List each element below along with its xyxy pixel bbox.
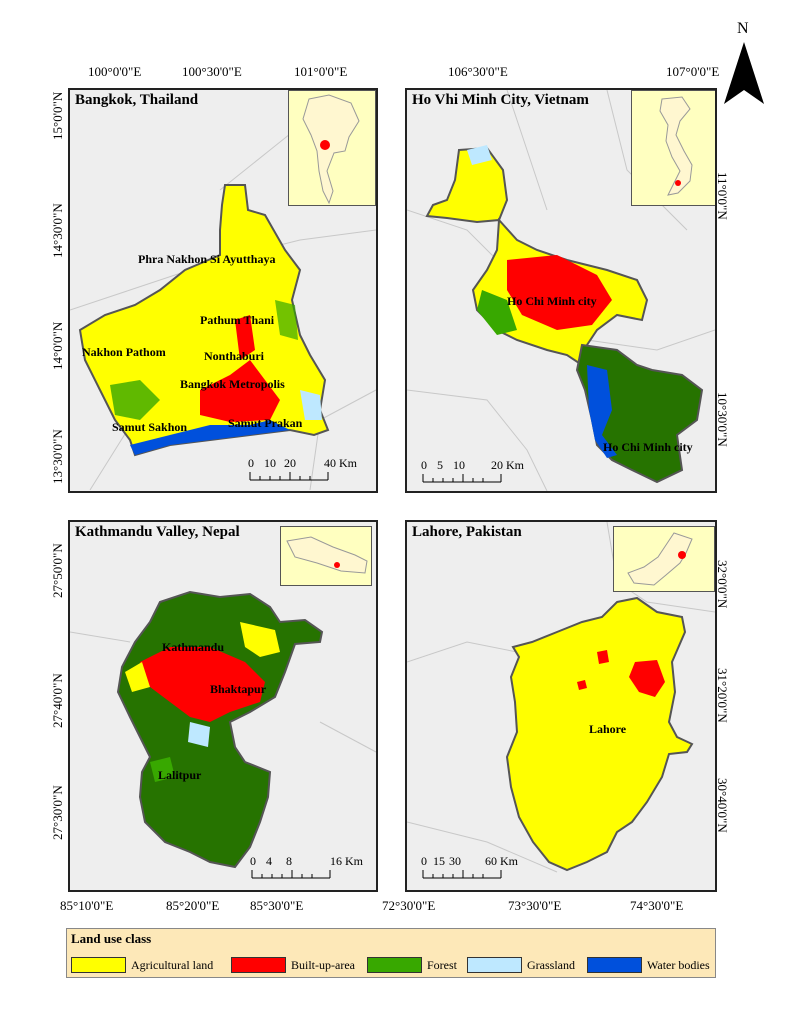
bangkok-left-coord-4: 13°30'0"N xyxy=(50,429,65,484)
hcmc-top-coord-1: 106°30'0"E xyxy=(448,64,508,79)
scale-label: 15 xyxy=(433,854,445,868)
kathmandu-inset-map xyxy=(280,526,372,586)
legend-label: Water bodies xyxy=(647,958,710,972)
place-label: Bhaktapur xyxy=(210,682,267,696)
scale-label: 4 xyxy=(266,854,272,868)
place-label: Ho Chi Minh city xyxy=(603,440,693,454)
place-label: Bangkok Metropolis xyxy=(180,377,285,391)
legend-label: Forest xyxy=(427,958,457,972)
pakistan-inset-shape xyxy=(627,532,693,586)
kathmandu-map-panel: Kathmandu Valley, Nepal Kathmandu Bhakta… xyxy=(68,520,378,892)
kathmandu-scale-bar: 0 4 8 16 Km xyxy=(250,854,363,884)
bangkok-map xyxy=(70,109,376,491)
legend: Land use class Agricultural land Built-u… xyxy=(66,928,716,978)
lahore-inset-map xyxy=(613,526,715,592)
kathmandu-title: Kathmandu Valley, Nepal xyxy=(75,524,240,540)
scale-ruler xyxy=(249,472,329,481)
scale-label: 16 Km xyxy=(330,854,363,868)
hcmc-inset-map xyxy=(631,90,715,206)
lahore-bottom-coord-2: 73°30'0"E xyxy=(508,898,562,913)
kathmandu-bottom-coord-3: 85°30'0"E xyxy=(250,898,304,913)
scale-label: 30 xyxy=(449,854,461,868)
bangkok-top-coord-3: 101°0'0"E xyxy=(294,64,348,79)
bangkok-scale-bar: 0 10 20 40 Km xyxy=(248,456,357,486)
lahore-scale-bar: 0 15 30 60 Km xyxy=(421,854,521,884)
kathmandu-left-coord-3: 27°30'0"N xyxy=(50,785,65,840)
bangkok-inset-map xyxy=(288,90,376,206)
legend-label: Grassland xyxy=(527,958,575,972)
place-label: Samut Prakan xyxy=(228,416,303,430)
scale-ruler xyxy=(422,474,502,483)
legend-swatch xyxy=(587,957,642,973)
bangkok-top-coord-2: 100°30'0"E xyxy=(182,64,242,79)
place-label: Phra Nakhon Si Ayutthaya xyxy=(138,252,276,266)
lahore-title: Lahore, Pakistan xyxy=(412,524,522,540)
kathmandu-left-coord-1: 27°50'0"N xyxy=(50,543,65,598)
hcmc-scale-bar: 0 5 10 20 Km xyxy=(421,458,524,488)
vietnam-inset-shape xyxy=(659,96,693,196)
place-label: Ho Chi Minh city xyxy=(507,294,597,308)
scale-label: 10 xyxy=(264,456,276,470)
bangkok-left-coord-3: 14°0'0"N xyxy=(50,321,65,370)
bangkok-left-coord-2: 14°30'0"N xyxy=(50,203,65,258)
lahore-bottom-coord-3: 74°30'0"E xyxy=(630,898,684,913)
place-label: Lahore xyxy=(589,722,627,736)
bangkok-left-coord-1: 15°0'0"N xyxy=(50,91,65,140)
scale-label: 20 Km xyxy=(491,458,524,472)
place-label: Nakhon Pathom xyxy=(82,345,166,359)
legend-title: Land use class xyxy=(71,931,152,946)
place-label: Nonthaburi xyxy=(204,349,265,363)
legend-swatch xyxy=(231,957,286,973)
scale-label: 40 Km xyxy=(324,456,357,470)
thailand-inset-shape xyxy=(302,94,360,205)
legend-swatch xyxy=(467,957,522,973)
lahore-map-panel: Lahore, Pakistan Lahore 0 15 30 60 Km xyxy=(405,520,717,892)
bangkok-map-panel: Bangkok, Thailand Phra Nakhon Si Ayuttha… xyxy=(68,88,378,493)
scale-label: 0 xyxy=(248,456,254,470)
bangkok-title: Bangkok, Thailand xyxy=(75,92,199,108)
place-label: Kathmandu xyxy=(162,640,225,654)
scale-label: 10 xyxy=(453,458,465,472)
legend-label: Agricultural land xyxy=(131,958,214,972)
kathmandu-bottom-coord-2: 85°20'0"E xyxy=(166,898,220,913)
place-label: Pathum Thani xyxy=(200,313,275,327)
scale-label: 60 Km xyxy=(485,854,518,868)
kathmandu-bottom-coord-1: 85°10'0"E xyxy=(60,898,114,913)
kathmandu-map xyxy=(70,590,376,869)
legend-swatch xyxy=(367,957,422,973)
north-arrow: N xyxy=(724,20,764,110)
north-label: N xyxy=(737,20,749,37)
place-label: Lalitpur xyxy=(158,768,202,782)
scale-label: 20 xyxy=(284,456,296,470)
nepal-inset-shape xyxy=(286,536,368,574)
scale-label: 0 xyxy=(250,854,256,868)
north-arrow-icon xyxy=(724,42,764,104)
hcmc-top-coord-2: 107°0'0"E xyxy=(666,64,720,79)
scale-ruler xyxy=(251,870,331,879)
scale-label: 5 xyxy=(437,458,443,472)
bangkok-top-coord-1: 100°0'0"E xyxy=(88,64,142,79)
legend-swatch xyxy=(71,957,126,973)
lahore-bottom-coord-1: 72°30'0"E xyxy=(382,898,436,913)
lahore-map xyxy=(407,522,715,873)
legend-label: Built-up-area xyxy=(291,958,355,972)
kathmandu-left-coord-2: 27°40'0"N xyxy=(50,673,65,728)
scale-label: 0 xyxy=(421,854,427,868)
hcmc-map xyxy=(407,90,715,491)
hcmc-title: Ho Vhi Minh City, Vietnam xyxy=(412,92,589,108)
scale-label: 8 xyxy=(286,854,292,868)
hcmc-map-panel: Ho Vhi Minh City, Vietnam Ho Chi Minh ci… xyxy=(405,88,717,493)
place-label: Samut Sakhon xyxy=(112,420,188,434)
scale-ruler xyxy=(422,870,502,879)
scale-label: 0 xyxy=(421,458,427,472)
